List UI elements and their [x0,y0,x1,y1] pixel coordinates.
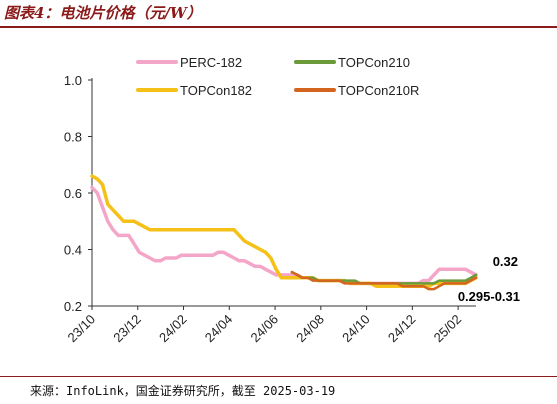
legend-label: TOPCon210 [338,55,410,70]
y-tick-label: 0.6 [64,186,82,201]
x-tick-label: 23/12 [110,312,144,346]
y-tick-label: 0.8 [64,130,82,145]
y-tick-label: 1.0 [64,73,82,88]
source-note: 来源：InfoLink，国金证券研究所，截至 2025-03-19 [30,384,336,398]
x-tick-label: 23/10 [65,312,99,346]
y-tick-label: 0.2 [64,299,82,314]
annotation-range: 0.295-0.31 [458,289,520,304]
figure-title: 图表4：电池片价格（元/W） [4,4,202,22]
chart-axes: 0.2 0.4 0.6 0.8 1.0 23/10 23/12 24/02 24/04 24/06… [64,73,476,345]
series-line-topcon182 [90,174,478,288]
x-tick-label: 25/02 [431,312,465,346]
annotation-high: 0.32 [493,254,518,269]
x-tick-label: 24/06 [248,312,282,346]
series-line-topcon210r [290,270,478,291]
chart-annotations: 0.32 0.295-0.31 [458,254,520,304]
x-tick-label: 24/04 [202,312,236,346]
chart-series-lines [90,174,478,291]
y-tick-label: 0.4 [64,243,82,258]
x-tick-label: 24/12 [385,312,419,346]
x-tick-label: 24/02 [156,312,190,346]
legend-label: TOPCon210R [338,83,419,98]
title-divider [0,26,557,28]
legend-label: PERC-182 [180,55,242,70]
series-line-perc-182 [90,185,478,286]
legend-label: TOPCon182 [180,83,252,98]
x-tick-label: 24/08 [293,312,327,346]
chart-legend: PERC-182 TOPCon210 TOPCon182 TOPCon210R [136,55,419,98]
x-tick-label: 24/10 [339,312,373,346]
footer-divider [0,376,557,377]
